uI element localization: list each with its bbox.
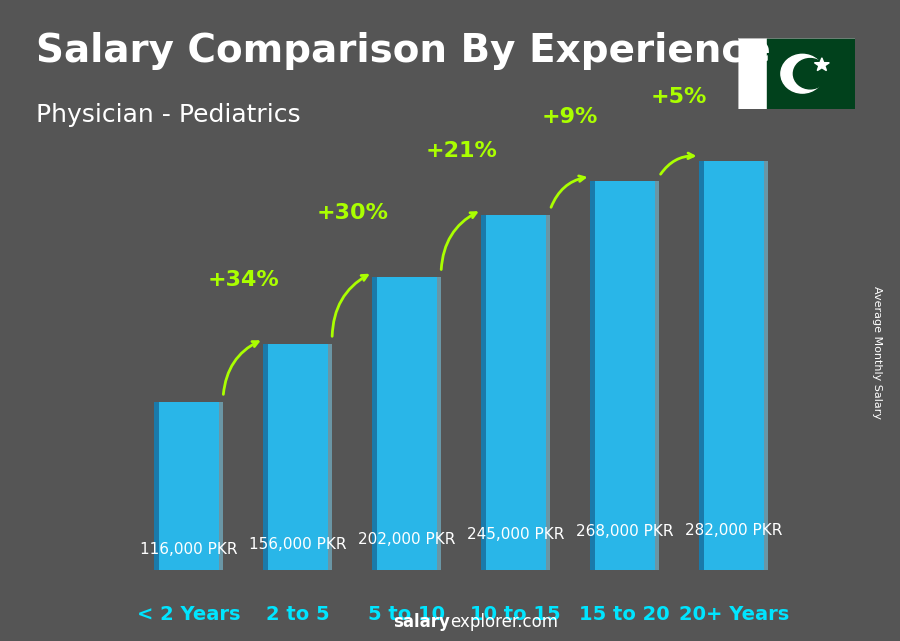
Bar	[767, 38, 855, 109]
Text: 20+ Years: 20+ Years	[679, 605, 788, 624]
Bar	[590, 181, 595, 570]
Text: 282,000 PKR: 282,000 PKR	[685, 523, 782, 538]
Text: Physician - Pediatrics: Physician - Pediatrics	[36, 103, 301, 126]
Bar	[328, 344, 332, 570]
Bar	[764, 161, 768, 570]
Bar	[264, 344, 268, 570]
Bar	[482, 215, 486, 570]
Text: Average Monthly Salary: Average Monthly Salary	[872, 286, 883, 419]
Bar	[545, 215, 550, 570]
Text: 5 to 10: 5 to 10	[368, 605, 446, 624]
Text: 268,000 PKR: 268,000 PKR	[576, 524, 673, 539]
Bar	[595, 181, 654, 570]
Bar	[704, 161, 764, 570]
Text: +34%: +34%	[207, 270, 279, 290]
Circle shape	[781, 54, 824, 93]
Bar	[486, 215, 545, 570]
Text: explorer.com: explorer.com	[450, 613, 558, 631]
Bar	[373, 278, 377, 570]
Bar	[377, 278, 436, 570]
Text: 2 to 5: 2 to 5	[266, 605, 329, 624]
Circle shape	[794, 58, 827, 89]
Bar	[738, 38, 767, 109]
Text: 15 to 20: 15 to 20	[580, 605, 670, 624]
Bar	[155, 402, 158, 570]
Bar	[268, 344, 328, 570]
Text: +30%: +30%	[316, 203, 388, 223]
Text: +5%: +5%	[651, 87, 707, 107]
Bar	[654, 181, 659, 570]
Text: +9%: +9%	[542, 107, 598, 127]
Text: 116,000 PKR: 116,000 PKR	[140, 542, 238, 557]
Bar	[436, 278, 441, 570]
Text: 10 to 15: 10 to 15	[471, 605, 561, 624]
Text: 245,000 PKR: 245,000 PKR	[467, 527, 564, 542]
Text: < 2 Years: < 2 Years	[137, 605, 240, 624]
Text: 156,000 PKR: 156,000 PKR	[249, 537, 346, 553]
Text: 202,000 PKR: 202,000 PKR	[358, 532, 455, 547]
Bar	[699, 161, 704, 570]
Bar	[158, 402, 219, 570]
Polygon shape	[814, 58, 829, 71]
Text: Salary Comparison By Experience: Salary Comparison By Experience	[36, 32, 770, 70]
Bar	[219, 402, 223, 570]
Text: salary: salary	[393, 613, 450, 631]
Text: +21%: +21%	[426, 140, 497, 160]
